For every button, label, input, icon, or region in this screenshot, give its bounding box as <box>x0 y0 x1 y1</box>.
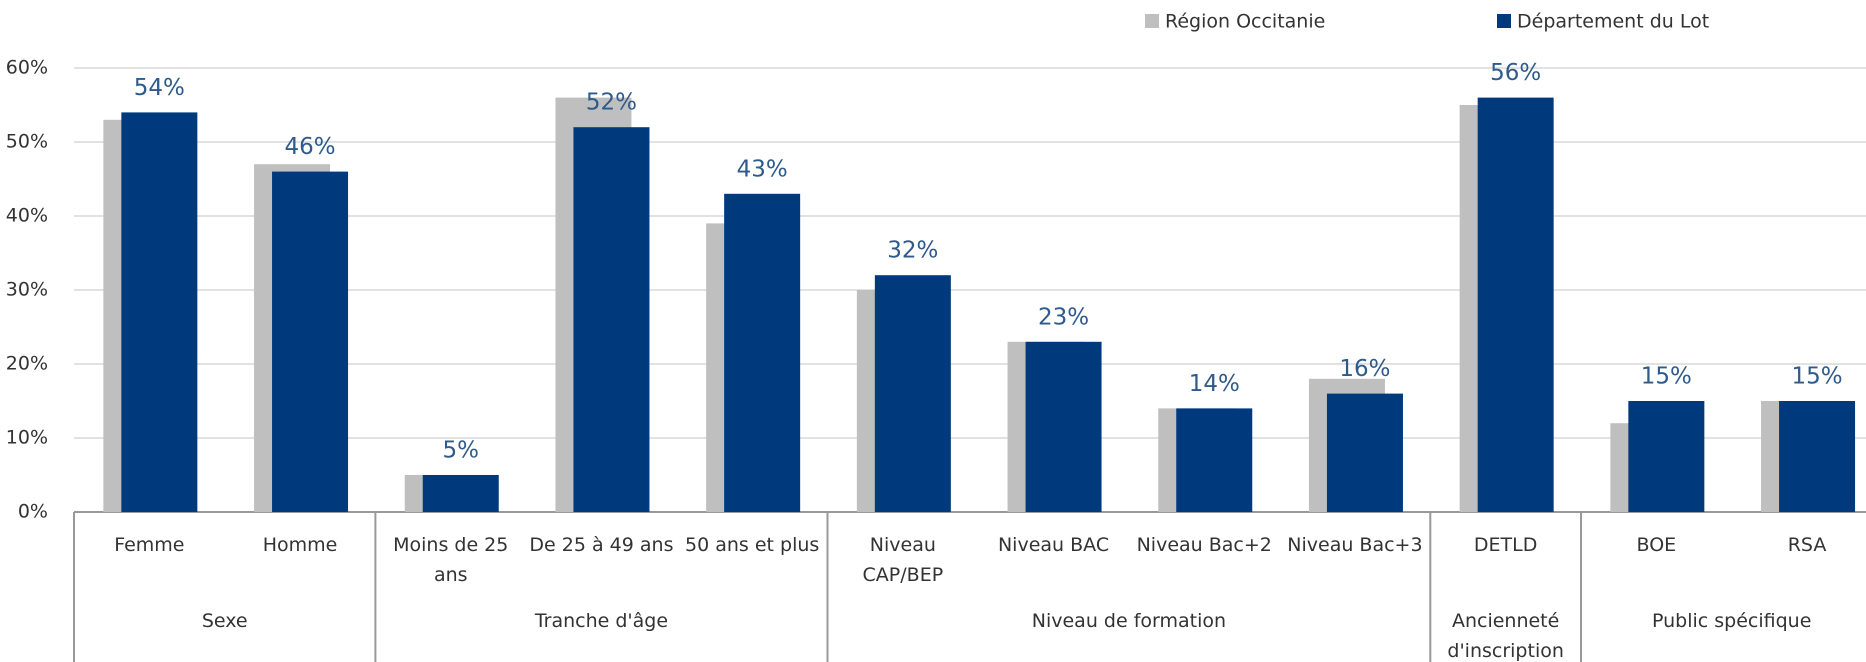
y-tick-label: 30% <box>6 279 48 301</box>
legend-swatch <box>1145 14 1159 28</box>
data-label: 23% <box>1038 304 1089 330</box>
bar <box>1477 97 1554 512</box>
x-tick-label: Niveau Bac+3 <box>1287 534 1423 556</box>
x-tick-label: BOE <box>1636 534 1677 556</box>
data-label: 16% <box>1339 356 1390 382</box>
bar <box>272 171 349 512</box>
data-label: 52% <box>586 90 637 116</box>
bar <box>573 127 650 512</box>
legend-label: Département du Lot <box>1517 11 1709 33</box>
y-tick-label: 60% <box>6 57 48 79</box>
bar <box>422 475 499 512</box>
y-tick-label: 10% <box>6 427 48 449</box>
bar <box>724 193 801 513</box>
bar <box>874 275 951 512</box>
bar <box>1628 401 1705 512</box>
x-tick-label: 50 ans et plus <box>684 534 820 556</box>
x-tick-label: DETLD <box>1473 534 1538 556</box>
data-label: 54% <box>134 75 185 101</box>
legend-label: Région Occitanie <box>1165 11 1325 33</box>
x-tick-label: Moins de 25 ans <box>393 534 509 586</box>
x-tick-label: Niveau BAC <box>997 534 1110 556</box>
bar <box>121 112 198 513</box>
group-label: Tranche d'âge <box>534 610 669 632</box>
x-tick-label: De 25 à 49 ans <box>529 534 674 556</box>
data-label: 43% <box>737 156 788 182</box>
bar <box>1025 341 1102 512</box>
x-tick-label: Niveau Bac+2 <box>1136 534 1272 556</box>
y-tick-label: 40% <box>6 205 48 227</box>
y-tick-label: 0% <box>18 501 48 523</box>
x-tick-label: Femme <box>114 534 185 556</box>
x-tick-label: Niveau CAP/BEP <box>862 534 944 586</box>
x-tick-label: RSA <box>1787 534 1827 556</box>
group-label: Niveau de formation <box>1031 610 1227 632</box>
data-label: 32% <box>887 238 938 264</box>
legend-swatch <box>1497 14 1511 28</box>
data-label: 56% <box>1490 60 1541 86</box>
group-label: Ancienneté d'inscription <box>1447 610 1564 662</box>
group-label: Public spécifique <box>1651 610 1812 632</box>
data-label: 5% <box>443 438 480 464</box>
x-tick-label: Homme <box>262 534 338 556</box>
data-label: 15% <box>1641 364 1692 390</box>
bar <box>1779 401 1856 512</box>
data-label: 46% <box>284 134 335 160</box>
group-label: Sexe <box>201 610 248 632</box>
y-tick-label: 50% <box>6 131 48 153</box>
data-label: 14% <box>1189 371 1240 397</box>
bar <box>1326 393 1403 512</box>
bar <box>1176 408 1253 512</box>
y-tick-label: 20% <box>6 353 48 375</box>
data-label: 15% <box>1791 364 1842 390</box>
